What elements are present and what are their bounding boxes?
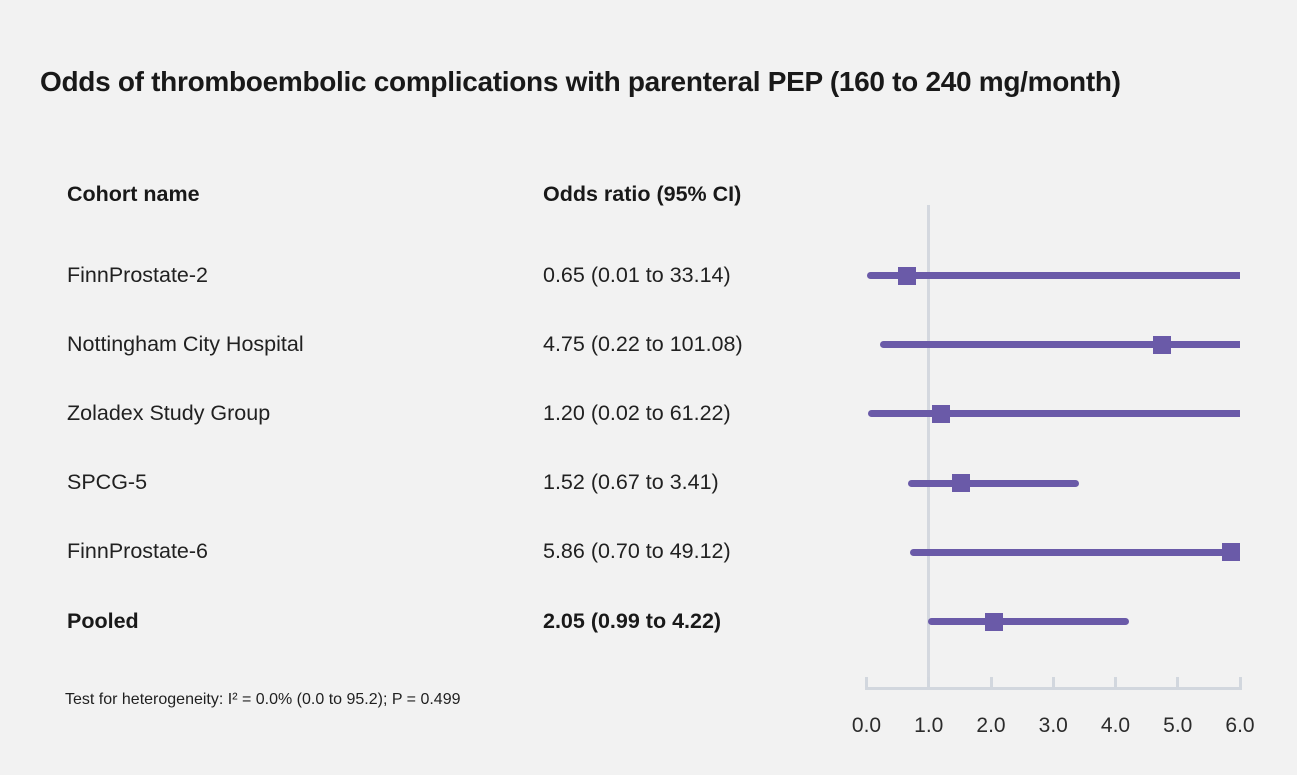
odds-ratio-marker (897, 266, 916, 285)
cohort-name: FinnProstate-6 (67, 539, 209, 564)
cohort-name: Pooled (67, 608, 139, 633)
chart-title: Odds of thromboembolic complications wit… (40, 66, 1121, 97)
column-header-odds-ratio: Odds ratio (95% CI) (543, 182, 742, 206)
x-axis-tick-label: 4.0 (1100, 714, 1131, 737)
x-axis-tick (989, 677, 993, 688)
odds-ratio-marker (1222, 543, 1241, 562)
odds-ratio-value: 2.05 (0.99 to 4.22) (543, 608, 722, 633)
odds-ratio-value: 0.65 (0.01 to 33.14) (543, 262, 731, 287)
x-axis-tick-label: 6.0 (1225, 714, 1255, 737)
odds-ratio-marker (1153, 335, 1172, 354)
odds-ratio-marker (985, 612, 1004, 631)
x-axis-tick (1114, 677, 1117, 688)
heterogeneity-note: Test for heterogeneity: I² = 0.0% (0.0 t… (65, 691, 461, 708)
column-header-cohort-name: Cohort name (67, 182, 200, 206)
odds-ratio-marker (952, 474, 971, 493)
odds-ratio-value: 1.52 (0.67 to 3.41) (543, 470, 719, 495)
x-axis-tick-label: 5.0 (1163, 714, 1193, 737)
confidence-interval-bar (880, 341, 1240, 349)
x-axis-tick-label: 1.0 (914, 714, 944, 737)
x-axis-tick (927, 677, 931, 688)
confidence-interval-bar (928, 618, 1130, 625)
reference-line-or-1 (927, 205, 931, 687)
confidence-interval-bar (910, 548, 1240, 556)
odds-ratio-value: 1.20 (0.02 to 61.22) (543, 400, 731, 425)
x-axis-tick (1176, 677, 1180, 688)
x-axis-tick-label: 2.0 (976, 714, 1006, 737)
odds-ratio-marker (932, 404, 951, 423)
x-axis-tick-label: 0.0 (851, 714, 882, 737)
confidence-interval-bar (867, 410, 1240, 418)
x-axis-tick (1051, 677, 1055, 688)
cohort-name: SPCG-5 (67, 470, 148, 495)
x-axis-tick-label: 3.0 (1038, 714, 1068, 737)
odds-ratio-value: 4.75 (0.22 to 101.08) (543, 331, 743, 356)
x-axis-tick (865, 677, 868, 688)
confidence-interval-bar (908, 479, 1079, 487)
x-axis-tick (1238, 677, 1242, 688)
cohort-name: Nottingham City Hospital (67, 331, 304, 356)
cohort-name: FinnProstate-2 (67, 262, 209, 287)
confidence-interval-bar (867, 272, 1240, 279)
x-axis-line (865, 687, 1242, 690)
cohort-name: Zoladex Study Group (67, 400, 271, 425)
odds-ratio-value: 5.86 (0.70 to 49.12) (543, 539, 731, 564)
